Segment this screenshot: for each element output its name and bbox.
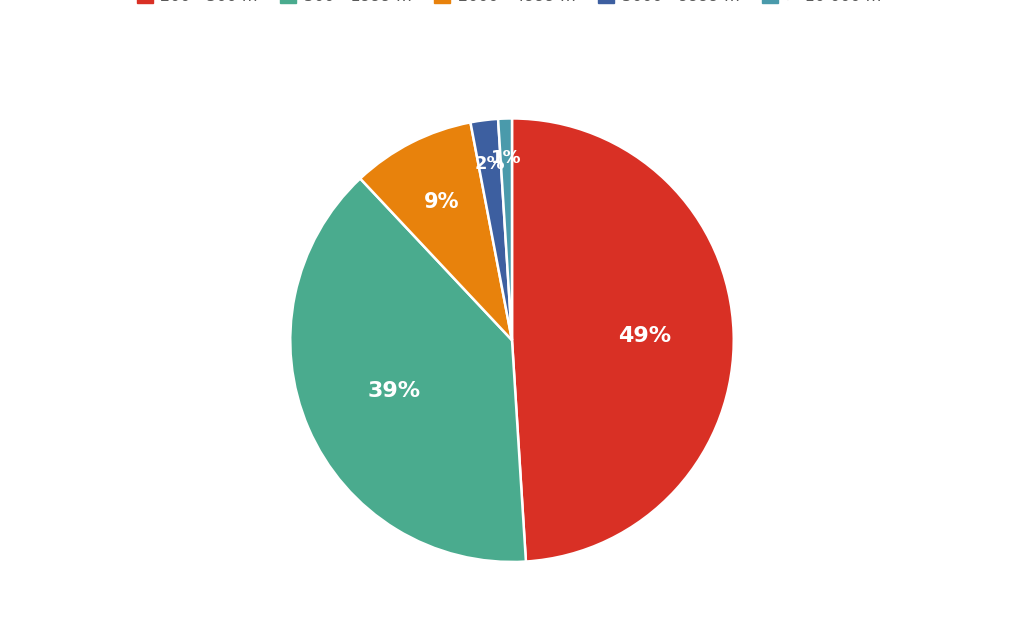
Wedge shape xyxy=(498,118,512,340)
Text: 49%: 49% xyxy=(618,326,672,346)
Text: 39%: 39% xyxy=(368,381,421,401)
Legend: 200 - 500 m², 500 - 1999 m², 2000 - 4999 m², 5000 - 9999 m², > 10 000 m²: 200 - 500 m², 500 - 1999 m², 2000 - 4999… xyxy=(130,0,894,11)
Text: 2%: 2% xyxy=(474,155,505,173)
Text: 1%: 1% xyxy=(490,149,521,168)
Wedge shape xyxy=(512,118,734,561)
Text: 9%: 9% xyxy=(424,192,460,212)
Wedge shape xyxy=(360,122,512,340)
Wedge shape xyxy=(470,119,512,340)
Wedge shape xyxy=(290,178,526,562)
